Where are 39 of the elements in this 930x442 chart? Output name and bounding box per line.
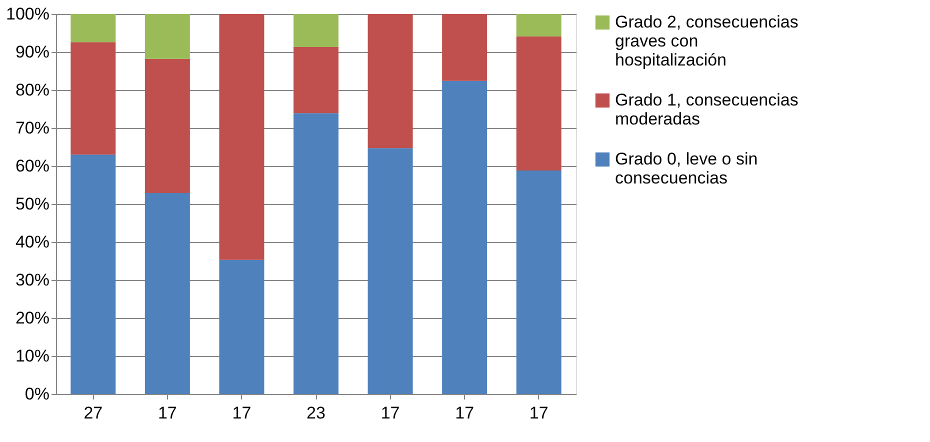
bar <box>144 14 190 59</box>
y-tick-label: 70% <box>15 118 50 138</box>
y-tick-label: 10% <box>15 346 50 366</box>
legend-label: Grado 1, consecuencias moderadas <box>615 90 798 128</box>
x-tick-label: 27 <box>84 404 103 422</box>
x-tick-label: 17 <box>529 404 548 422</box>
y-tick-label: 0% <box>24 384 50 404</box>
bar <box>144 192 190 394</box>
bar <box>442 14 488 81</box>
bar <box>516 36 562 171</box>
bar <box>516 14 562 36</box>
bar <box>219 260 264 394</box>
x-tick-label: 17 <box>232 404 252 422</box>
bar <box>368 148 413 394</box>
y-tick-label: 80% <box>15 80 50 100</box>
y-tick-label: 20% <box>15 308 50 328</box>
bar <box>516 170 562 394</box>
y-tick-label: 60% <box>15 156 50 176</box>
y-tick-label: 30% <box>15 270 50 290</box>
bar <box>219 14 264 260</box>
bar <box>442 80 488 394</box>
bar <box>70 154 116 394</box>
legend-label: Grado 0, leve o sin consecuencias <box>615 150 758 188</box>
legend-label: Grado 2, consecuencias graves con hospitalización <box>615 12 798 70</box>
bar <box>70 42 116 155</box>
bar <box>294 113 338 394</box>
bar <box>144 58 190 193</box>
y-tick-label: 40% <box>15 232 50 252</box>
bar <box>294 14 338 48</box>
bar <box>294 47 338 114</box>
y-tick-label: 90% <box>15 42 50 62</box>
x-tick-label: 17 <box>380 404 400 422</box>
bar <box>368 14 413 148</box>
x-tick-label: 17 <box>158 404 177 422</box>
x-tick-label: 17 <box>455 404 474 422</box>
y-tick-label: 50% <box>15 194 50 214</box>
bar <box>70 14 116 42</box>
y-tick-label: 100% <box>6 4 50 24</box>
x-tick-label: 23 <box>306 404 326 422</box>
